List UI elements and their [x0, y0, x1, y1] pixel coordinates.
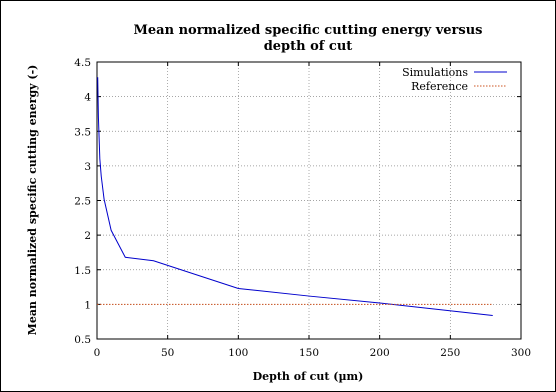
ticks: 0 50 100 150 200 250 300 0.5 1 1.5 2 2.5 3 3.5 4 4.5: [74, 57, 531, 359]
x-tick-label: 250: [440, 347, 460, 359]
y-tick-label: 1.5: [74, 265, 91, 277]
legend: Simulations Reference: [402, 66, 507, 93]
x-tick-label: 100: [228, 347, 248, 359]
series-line-simulations: [97, 77, 493, 316]
y-axis-label: Mean normalized specific cutting energy …: [26, 65, 39, 336]
chart-title-line-2: depth of cut: [264, 39, 353, 54]
x-tick-label: 0: [94, 347, 101, 359]
y-tick-label: 2.5: [74, 196, 91, 208]
chart-title-line-1: Mean normalized specific cutting energy …: [134, 23, 483, 38]
x-tick-label: 150: [299, 347, 319, 359]
y-tick-label: 1: [84, 299, 91, 311]
plot-border: [96, 61, 522, 340]
y-tick-label: 4.5: [74, 57, 91, 69]
x-tick-label: 300: [511, 347, 531, 359]
y-tick-label: 3.5: [74, 126, 91, 138]
y-tick-label: 0.5: [74, 334, 91, 346]
x-tick-label: 50: [161, 347, 174, 359]
legend-label-simulations: Simulations: [402, 66, 468, 79]
x-axis-label: Depth of cut (µm): [253, 370, 364, 383]
legend-label-reference: Reference: [411, 80, 468, 93]
y-tick-label: 3: [84, 161, 91, 173]
x-tick-label: 200: [370, 347, 390, 359]
grid: [97, 62, 521, 339]
y-tick-label: 2: [84, 230, 91, 242]
y-tick-label: 4: [84, 92, 91, 104]
series-layer: [97, 77, 493, 316]
